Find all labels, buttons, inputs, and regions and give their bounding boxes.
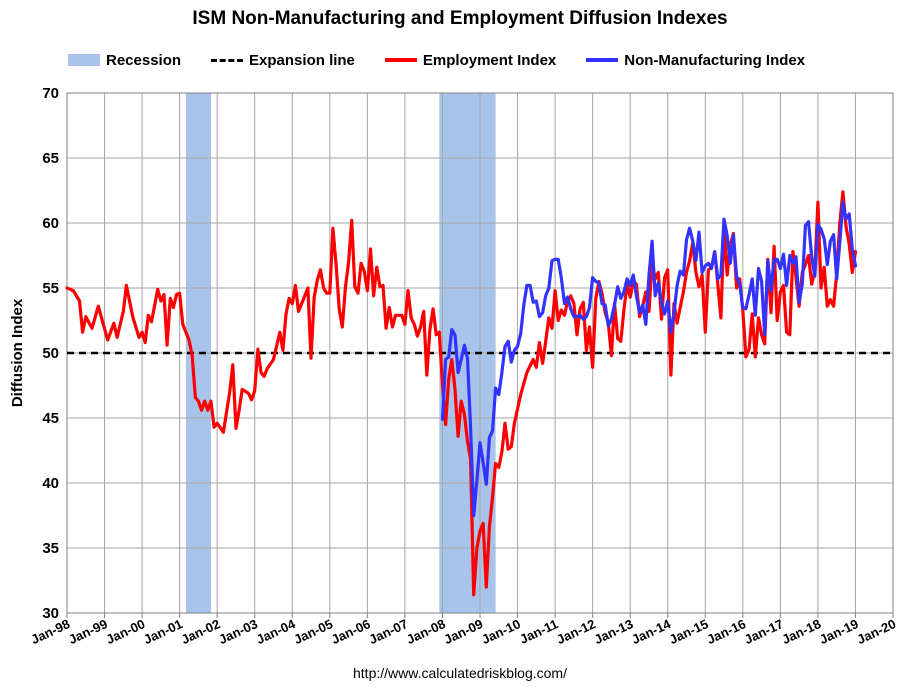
y-tick-label-35: 35 bbox=[42, 540, 59, 557]
x-tick-label-Jan-13: Jan-13 bbox=[592, 616, 636, 647]
x-tick-label-Jan-10: Jan-10 bbox=[479, 616, 523, 647]
legend-item-expansion: Expansion line bbox=[211, 52, 355, 69]
y-tick-label-60: 60 bbox=[42, 215, 59, 232]
x-tick-label-Jan-14: Jan-14 bbox=[629, 616, 673, 647]
chart-legend: Recession Expansion line Employment Inde… bbox=[68, 50, 835, 70]
legend-item-employment: Employment Index bbox=[384, 51, 557, 69]
x-tick-label-Jan-07: Jan-07 bbox=[366, 616, 410, 647]
legend-label-recession: Recession bbox=[106, 51, 182, 69]
y-tick-label-30: 30 bbox=[42, 605, 59, 622]
x-tick-label-Jan-16: Jan-16 bbox=[704, 616, 748, 647]
x-tick-label-Jan-15: Jan-15 bbox=[667, 616, 711, 647]
x-tick-label-Jan-11: Jan-11 bbox=[517, 616, 560, 647]
legend-label-employment: Employment Index bbox=[422, 51, 557, 69]
x-tick-label-Jan-03: Jan-03 bbox=[216, 616, 260, 647]
y-tick-label-55: 55 bbox=[42, 280, 59, 297]
x-tick-label-Jan-20: Jan-20 bbox=[855, 616, 899, 647]
y-tick-label-40: 40 bbox=[42, 475, 59, 492]
x-tick-label-Jan-19: Jan-19 bbox=[817, 616, 861, 647]
x-tick-label-Jan-08: Jan-08 bbox=[404, 616, 448, 647]
chart-title: ISM Non-Manufacturing and Employment Dif… bbox=[192, 8, 728, 29]
legend-swatch-expansion bbox=[211, 58, 244, 62]
legend-label-nonmanufacturing: Non-Manufacturing Index bbox=[624, 51, 806, 69]
x-tick-label-Jan-09: Jan-09 bbox=[442, 616, 486, 647]
x-tick-label-Jan-04: Jan-04 bbox=[254, 616, 298, 647]
x-tick-label-Jan-05: Jan-05 bbox=[291, 616, 335, 647]
y-tick-label-65: 65 bbox=[42, 150, 59, 167]
legend-item-recession: Recession bbox=[68, 52, 181, 69]
legend-item-nonmanufacturing: Non-Manufacturing Index bbox=[586, 52, 805, 69]
legend-label-expansion: Expansion line bbox=[249, 51, 355, 69]
y-tick-label-45: 45 bbox=[42, 410, 59, 427]
x-tick-label-Jan-17: Jan-17 bbox=[742, 616, 786, 647]
legend-swatch-employment bbox=[384, 58, 417, 62]
y-axis-label: Diffusion Index bbox=[9, 298, 26, 407]
legend-swatch-recession bbox=[68, 54, 100, 66]
x-tick-label-Jan-00: Jan-00 bbox=[104, 616, 148, 647]
x-tick-label-Jan-02: Jan-02 bbox=[179, 616, 223, 647]
x-tick-label-Jan-01: Jan-01 bbox=[141, 616, 185, 647]
series-line-non-manufacturing-index bbox=[440, 200, 858, 518]
x-tick-label-Jan-12: Jan-12 bbox=[554, 616, 598, 647]
legend-swatch-nonmanufacturing bbox=[586, 58, 619, 62]
y-tick-label-70: 70 bbox=[42, 85, 59, 102]
x-tick-label-Jan-99: Jan-99 bbox=[66, 616, 110, 647]
x-tick-label-Jan-06: Jan-06 bbox=[329, 616, 373, 647]
source-url: http://www.calculatedriskblog.com/ bbox=[353, 665, 567, 681]
x-tick-label-Jan-18: Jan-18 bbox=[779, 616, 823, 647]
y-tick-label-50: 50 bbox=[42, 345, 59, 362]
